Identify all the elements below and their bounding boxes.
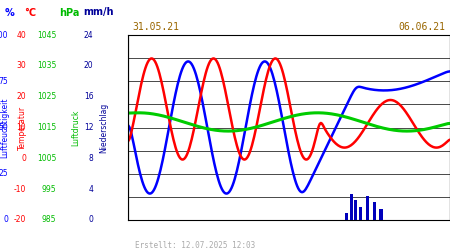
Text: Erstellt: 12.07.2025 12:03: Erstellt: 12.07.2025 12:03 [135, 240, 255, 250]
Bar [379, 209, 382, 220]
Text: %: % [5, 8, 15, 18]
Bar [350, 194, 353, 220]
Text: 1035: 1035 [37, 62, 56, 70]
Text: Niederschlag: Niederschlag [99, 102, 108, 152]
Text: 20: 20 [84, 62, 94, 70]
Text: 0: 0 [3, 216, 8, 224]
Text: 50: 50 [0, 123, 8, 132]
Bar [345, 212, 348, 220]
Text: 0: 0 [89, 216, 94, 224]
Bar [359, 207, 362, 220]
Text: 31.05.21: 31.05.21 [133, 22, 180, 32]
Text: 4: 4 [89, 184, 94, 194]
Text: 75: 75 [0, 77, 8, 86]
Text: 100: 100 [0, 30, 8, 40]
Text: -20: -20 [14, 216, 26, 224]
Text: 1025: 1025 [37, 92, 56, 101]
Text: -10: -10 [14, 184, 26, 194]
Bar [366, 196, 369, 220]
Text: Luftfeuchtigkeit: Luftfeuchtigkeit [0, 97, 9, 158]
Text: 30: 30 [16, 62, 26, 70]
Text: 1005: 1005 [37, 154, 56, 163]
Text: 8: 8 [89, 154, 94, 163]
Text: Temperatur: Temperatur [18, 106, 27, 150]
Text: 985: 985 [42, 216, 56, 224]
Text: 0: 0 [21, 154, 26, 163]
Bar [373, 202, 376, 220]
Bar [354, 200, 357, 220]
Text: Luftdruck: Luftdruck [71, 109, 80, 146]
Text: 16: 16 [84, 92, 94, 101]
Text: 25: 25 [0, 169, 8, 178]
Text: 40: 40 [16, 30, 26, 40]
Text: °C: °C [25, 8, 36, 18]
Text: 10: 10 [17, 123, 26, 132]
Text: 1015: 1015 [37, 123, 56, 132]
Text: 20: 20 [17, 92, 26, 101]
Text: hPa: hPa [59, 8, 80, 18]
Text: 24: 24 [84, 30, 94, 40]
Text: 995: 995 [41, 184, 56, 194]
Text: 06.06.21: 06.06.21 [399, 22, 446, 32]
Text: mm/h: mm/h [83, 8, 113, 18]
Text: 12: 12 [84, 123, 94, 132]
Text: 1045: 1045 [37, 30, 56, 40]
